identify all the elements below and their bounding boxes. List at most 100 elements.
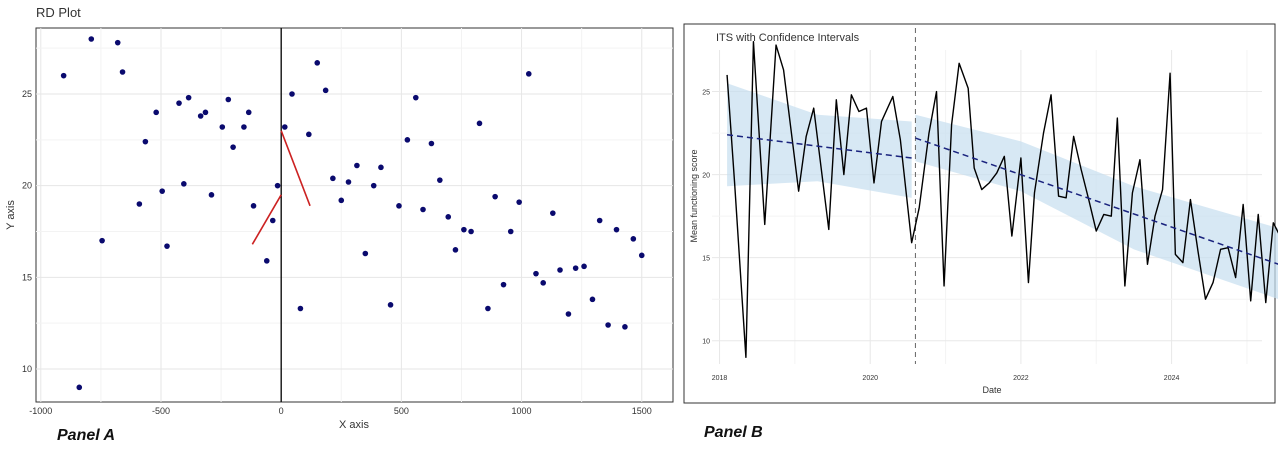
data-point <box>404 137 411 143</box>
x-tick-label: 2024 <box>1164 375 1180 382</box>
rd-plot-title: RD Plot <box>36 5 81 20</box>
data-point <box>630 236 637 242</box>
data-point <box>241 124 247 130</box>
data-point <box>197 113 204 119</box>
data-point <box>354 162 360 169</box>
data-point <box>540 280 546 286</box>
fit-line-left <box>251 194 282 245</box>
data-point <box>219 124 226 130</box>
data-point <box>485 305 491 312</box>
data-point <box>428 140 435 147</box>
data-point <box>263 258 270 264</box>
ci-band-post <box>915 114 1278 299</box>
data-point <box>557 267 563 273</box>
data-point <box>136 201 143 207</box>
data-point <box>378 164 384 171</box>
data-point <box>461 226 467 233</box>
data-point <box>306 131 312 138</box>
data-point <box>185 94 192 101</box>
data-point <box>338 197 345 204</box>
data-point <box>119 69 126 75</box>
rd-plot-points <box>60 36 645 391</box>
data-point <box>445 214 452 220</box>
data-point <box>176 100 182 106</box>
data-point <box>605 322 611 328</box>
x-tick-label: -500 <box>152 406 170 416</box>
data-point <box>387 302 394 308</box>
data-point <box>322 87 329 94</box>
data-point <box>396 203 402 209</box>
data-point <box>153 109 159 116</box>
data-point <box>500 281 507 288</box>
data-point <box>565 311 572 317</box>
data-point <box>596 217 603 224</box>
data-point <box>572 265 579 271</box>
data-point <box>533 270 539 277</box>
data-point <box>164 243 170 249</box>
data-point <box>114 39 121 46</box>
data-point <box>581 263 587 270</box>
data-point <box>550 210 556 216</box>
data-point <box>281 124 288 130</box>
its-plot-confidence-band <box>727 83 1278 299</box>
x-tick-label: 1500 <box>632 406 652 416</box>
rd-plot-frame <box>35 27 674 403</box>
fit-line-right <box>280 130 311 207</box>
data-point <box>269 217 276 224</box>
data-point <box>202 109 209 116</box>
trend-line-post <box>915 137 1278 265</box>
its-plot-ticks: 2018 2020 2022 2024 10 15 20 25 <box>702 90 1179 382</box>
data-point <box>613 226 620 233</box>
its-plot-x-axis-label: Date <box>982 385 1001 395</box>
data-point <box>468 228 474 235</box>
data-point <box>420 206 426 213</box>
rd-plot-ticks: -1000 -500 0 500 1000 1500 10 15 20 25 <box>22 89 652 416</box>
y-tick-label: 15 <box>702 256 710 263</box>
data-point <box>507 228 514 235</box>
data-point <box>297 305 304 312</box>
y-tick-label: 20 <box>702 173 710 180</box>
data-point <box>362 250 369 257</box>
data-point <box>437 177 443 183</box>
y-tick-label: 25 <box>702 90 710 97</box>
data-point <box>230 144 236 150</box>
y-tick-label: 20 <box>22 181 32 191</box>
data-point <box>142 138 149 145</box>
data-point <box>452 247 459 253</box>
rd-plot-grid <box>36 28 673 402</box>
rd-plot-x-axis-label: X axis <box>339 419 369 431</box>
y-tick-label: 10 <box>22 364 32 374</box>
data-point <box>314 60 321 66</box>
panel-a-label: Panel A <box>57 427 115 444</box>
data-point <box>88 36 95 42</box>
data-point <box>208 192 215 198</box>
data-point <box>345 179 352 185</box>
rd-plot-fit-lines <box>251 130 311 245</box>
data-point <box>638 252 645 259</box>
x-tick-label: 2022 <box>1013 375 1029 382</box>
y-tick-label: 25 <box>22 89 32 99</box>
data-point <box>589 296 596 303</box>
y-tick-label: 10 <box>702 339 710 346</box>
data-point <box>250 203 257 209</box>
x-tick-label: 2020 <box>862 375 878 382</box>
data-point <box>525 71 532 77</box>
x-tick-label: 0 <box>279 406 284 416</box>
its-plot-title: ITS with Confidence Intervals <box>716 32 860 44</box>
x-tick-label: 1000 <box>512 406 532 416</box>
its-plot-trend-lines <box>726 133 1278 265</box>
its-plot-y-axis-label: Mean functioning score <box>689 149 699 242</box>
data-point <box>330 175 336 182</box>
its-plot: ITS with Confidence Intervals 2018 2020 20… <box>683 23 1278 404</box>
data-point <box>476 120 483 127</box>
rd-plot-y-axis-label: Y axis <box>5 200 17 230</box>
data-point <box>225 96 232 103</box>
panel-b-label: Panel B <box>704 424 763 441</box>
data-point <box>274 182 281 189</box>
x-tick-label: 500 <box>394 406 409 416</box>
data-point <box>159 188 165 194</box>
x-tick-label: 2018 <box>712 375 728 382</box>
data-point <box>181 181 187 187</box>
data-point <box>516 199 522 205</box>
